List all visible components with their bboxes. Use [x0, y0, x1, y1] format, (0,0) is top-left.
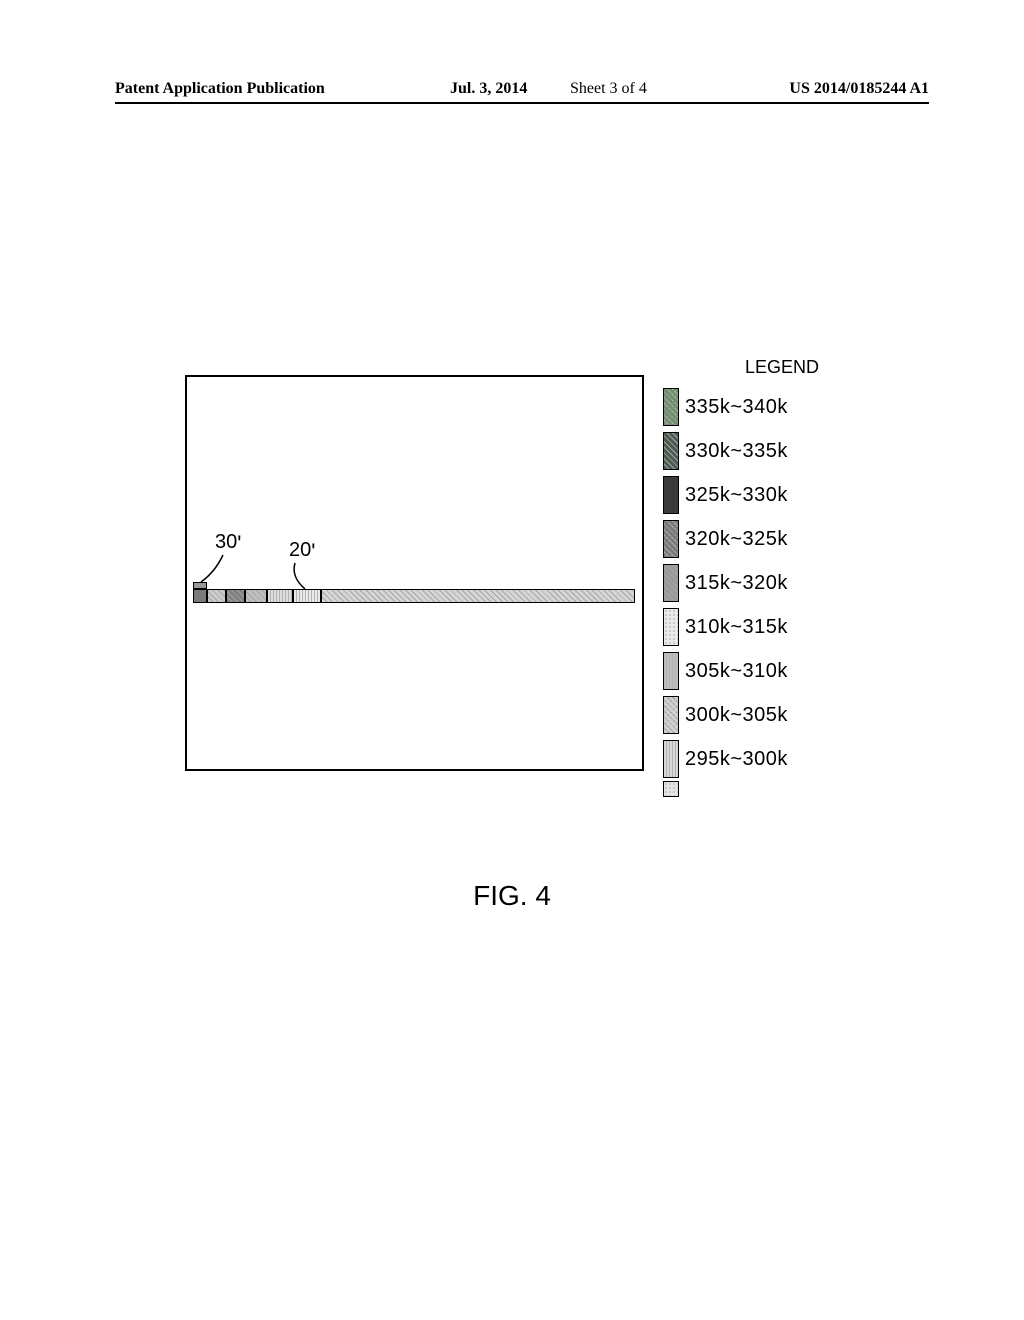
legend-label: 305k~310k	[685, 660, 788, 683]
legend-label: 315k~320k	[685, 572, 788, 595]
legend-swatch	[663, 652, 679, 690]
patent-header: Patent Application Publication Jul. 3, 2…	[115, 80, 929, 104]
lead-lines	[187, 377, 642, 769]
legend-tail-swatch	[663, 781, 679, 797]
legend-label: 325k~330k	[685, 484, 788, 507]
bar-segment	[293, 589, 321, 603]
legend-swatch	[663, 608, 679, 646]
legend-swatch	[663, 388, 679, 426]
legend-swatch	[663, 432, 679, 470]
header-sheet: Sheet 3 of 4	[570, 80, 647, 98]
bar-segment	[193, 589, 207, 603]
legend-row: 320k~325k	[663, 517, 788, 561]
legend: 335k~340k 330k~335k 325k~330k 320k~325k 315k…	[663, 385, 788, 781]
bar-segment	[267, 589, 293, 603]
legend-label: 300k~305k	[685, 704, 788, 727]
legend-label: 310k~315k	[685, 616, 788, 639]
legend-swatch	[663, 696, 679, 734]
bar-segment	[321, 589, 635, 603]
legend-row: 325k~330k	[663, 473, 788, 517]
thermal-bar	[193, 589, 636, 603]
legend-row: 295k~300k	[663, 737, 788, 781]
bar-cap	[193, 582, 207, 589]
legend-row: 335k~340k	[663, 385, 788, 429]
legend-row: 330k~335k	[663, 429, 788, 473]
header-pubnum: US 2014/0185244 A1	[789, 80, 929, 98]
legend-swatch	[663, 564, 679, 602]
legend-swatch	[663, 740, 679, 778]
legend-label: 295k~300k	[685, 748, 788, 771]
legend-row: 310k~315k	[663, 605, 788, 649]
bar-segment	[226, 589, 245, 603]
legend-label: 335k~340k	[685, 396, 788, 419]
legend-label: 330k~335k	[685, 440, 788, 463]
legend-swatch	[663, 520, 679, 558]
figure-frame: 30' 20'	[185, 375, 644, 771]
legend-swatch	[663, 476, 679, 514]
legend-row: 300k~305k	[663, 693, 788, 737]
bar-segment	[245, 589, 267, 603]
legend-row: 315k~320k	[663, 561, 788, 605]
legend-label: 320k~325k	[685, 528, 788, 551]
legend-row: 305k~310k	[663, 649, 788, 693]
bar-segment	[207, 589, 226, 603]
header-date: Jul. 3, 2014	[450, 80, 527, 98]
header-publication: Patent Application Publication	[115, 80, 325, 98]
legend-title: LEGEND	[745, 357, 819, 378]
figure-caption: FIG. 4	[0, 880, 1024, 912]
